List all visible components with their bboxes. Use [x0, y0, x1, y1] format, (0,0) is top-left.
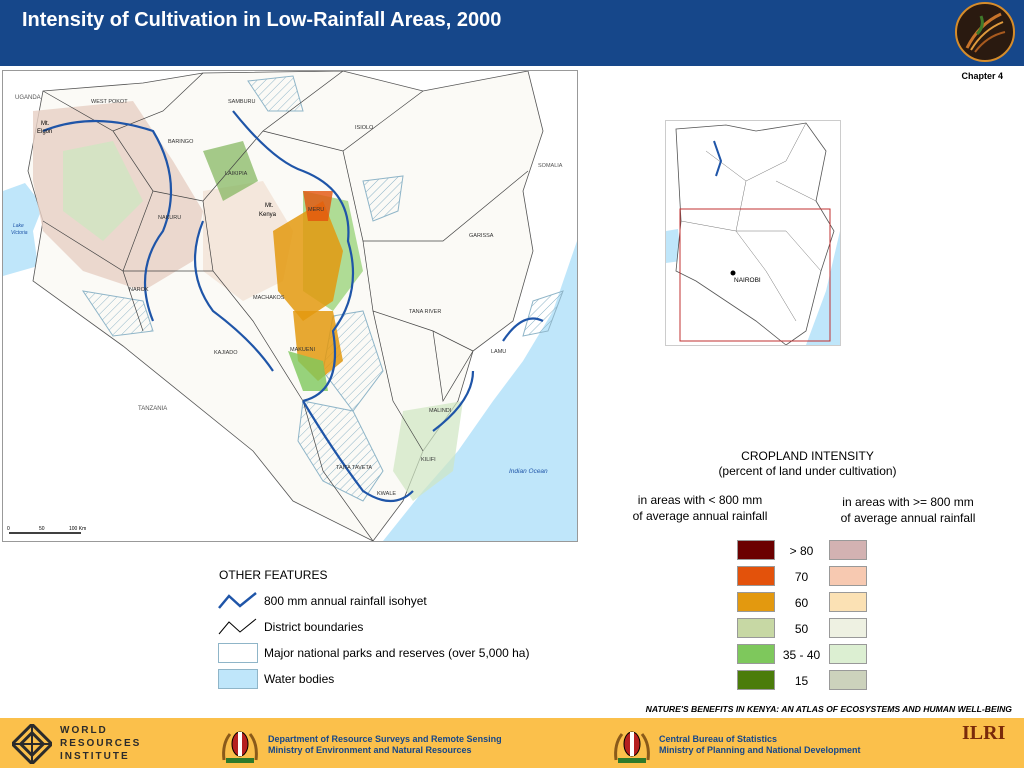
svg-text:NAROK: NAROK [129, 287, 149, 293]
svg-text:KILIFI: KILIFI [421, 457, 436, 463]
isohyet-symbol-icon [218, 592, 257, 609]
svg-text:TANA RIVER: TANA RIVER [409, 309, 441, 315]
legend-swatch-high [829, 670, 867, 690]
svg-text:ISIOLO: ISIOLO [355, 125, 374, 131]
svg-text:MAKUENI: MAKUENI [290, 347, 316, 353]
svg-text:Mt.: Mt. [265, 203, 274, 209]
svg-text:MACHAKOS: MACHAKOS [253, 295, 285, 301]
atlas-caption: NATURE'S BENEFITS IN KENYA: AN ATLAS OF … [645, 704, 1012, 714]
legend-swatch-high [829, 566, 867, 586]
svg-text:MERU: MERU [308, 207, 324, 213]
kenya-cropland-map: UGANDA WEST POKOT SAMBURU Mt. Elgon BARI… [2, 70, 578, 542]
col-low-line2: of average annual rainfall [632, 509, 768, 523]
legend-swatch-low [737, 566, 775, 586]
svg-text:SOMALIA: SOMALIA [538, 163, 563, 169]
water-bodies-symbol-icon [218, 669, 258, 689]
svg-text:TAITA TAVETA: TAITA TAVETA [336, 465, 372, 471]
inset-nairobi-label: NAIROBI [734, 277, 761, 284]
svg-text:BARINGO: BARINGO [168, 139, 194, 145]
svg-text:LAIKIPIA: LAIKIPIA [225, 171, 248, 177]
legend-swatch-low [737, 670, 775, 690]
svg-text:KWALE: KWALE [377, 491, 396, 497]
legend-title: CROPLAND INTENSITY (percent of land unde… [700, 449, 915, 479]
legend-class-label: 35 - 40 [782, 648, 821, 662]
svg-text:50: 50 [39, 526, 45, 532]
svg-text:SAMBURU: SAMBURU [228, 99, 256, 105]
svg-text:100 Km: 100 Km [69, 526, 86, 532]
svg-text:UGANDA: UGANDA [15, 95, 41, 101]
svg-text:0: 0 [7, 526, 10, 532]
kenya-coat-of-arms-icon [222, 731, 258, 763]
legend-swatch-low [737, 592, 775, 612]
col-low-line1: in areas with < 800 mm [637, 493, 763, 507]
page-title: Intensity of Cultivation in Low-Rainfall… [22, 9, 502, 31]
chapter-logo-icon [955, 2, 1015, 62]
legend-class-label: 60 [794, 596, 809, 610]
svg-text:Lake: Lake [13, 223, 24, 229]
svg-text:KAJIADO: KAJIADO [214, 350, 238, 356]
legend-swatch-high [829, 618, 867, 638]
legend-column-low-rainfall: in areas with < 800 mm of average annual… [612, 492, 788, 524]
parks-symbol-icon [218, 643, 258, 663]
water-bodies-label: Water bodies [264, 672, 335, 686]
legend-swatch-low [737, 618, 775, 638]
chapter-label: Chapter 4 [961, 71, 1003, 81]
district-boundaries-label: District boundaries [264, 620, 364, 634]
cbs-line1: Central Bureau of Statistics [659, 734, 778, 744]
legend-class-label: 70 [794, 570, 809, 584]
isohyet-label: 800 mm annual rainfall isohyet [264, 594, 427, 608]
legend-swatch-high [829, 540, 867, 560]
cbs-line2: Ministry of Planning and National Develo… [659, 745, 861, 755]
legend-title-line1: CROPLAND INTENSITY [741, 449, 874, 463]
legend-swatch-high [829, 644, 867, 664]
header-bar: Intensity of Cultivation in Low-Rainfall… [0, 0, 1024, 66]
legend-swatch-low [737, 644, 775, 664]
footer-bar: WORLD RESOURCES INSTITUTE Department of … [0, 718, 1024, 768]
other-features-title: OTHER FEATURES [219, 568, 328, 582]
dept-line1: Department of Resource Surveys and Remot… [268, 734, 502, 744]
svg-text:Indian Ocean: Indian Ocean [509, 468, 548, 475]
kenya-inset-map: NAIROBI [665, 120, 841, 346]
cbs-text: Central Bureau of Statistics Ministry of… [659, 734, 861, 756]
legend-column-high-rainfall: in areas with >= 800 mm of average annua… [822, 494, 994, 526]
col-high-line2: of average annual rainfall [840, 511, 976, 525]
svg-text:GARISSA: GARISSA [469, 233, 494, 239]
svg-text:Elgon: Elgon [37, 129, 52, 135]
dept-text: Department of Resource Surveys and Remot… [268, 734, 502, 756]
district-boundary-symbol-icon [218, 618, 257, 635]
svg-text:Mt.: Mt. [41, 121, 50, 127]
svg-text:TANZANIA: TANZANIA [138, 406, 167, 412]
legend-class-label: 15 [794, 674, 809, 688]
legend-class-label: > 80 [789, 544, 814, 558]
col-high-line1: in areas with >= 800 mm [842, 495, 974, 509]
svg-text:Victoria: Victoria [11, 230, 28, 236]
legend-class-label: 50 [794, 622, 809, 636]
wri-line2: RESOURCES [60, 738, 142, 749]
svg-text:NAKURU: NAKURU [158, 215, 181, 221]
svg-text:Kenya: Kenya [259, 212, 277, 218]
map-graphic: UGANDA WEST POKOT SAMBURU Mt. Elgon BARI… [3, 71, 577, 541]
wri-knot-icon [12, 724, 52, 764]
ilri-logo: ILRI [962, 722, 1006, 744]
svg-text:LAMU: LAMU [491, 349, 506, 355]
legend-swatch-high [829, 592, 867, 612]
wri-name: WORLD RESOURCES INSTITUTE [60, 724, 141, 763]
wri-line3: INSTITUTE [60, 751, 130, 762]
legend-title-line2: (percent of land under cultivation) [718, 464, 897, 478]
wri-line1: WORLD [60, 725, 108, 736]
legend-swatch-low [737, 540, 775, 560]
svg-text:WEST POKOT: WEST POKOT [91, 99, 128, 105]
dept-line2: Ministry of Environment and Natural Reso… [268, 745, 472, 755]
parks-label: Major national parks and reserves (over … [264, 646, 530, 660]
svg-text:MALINDI: MALINDI [429, 408, 452, 414]
kenya-coat-of-arms-icon [614, 731, 650, 763]
